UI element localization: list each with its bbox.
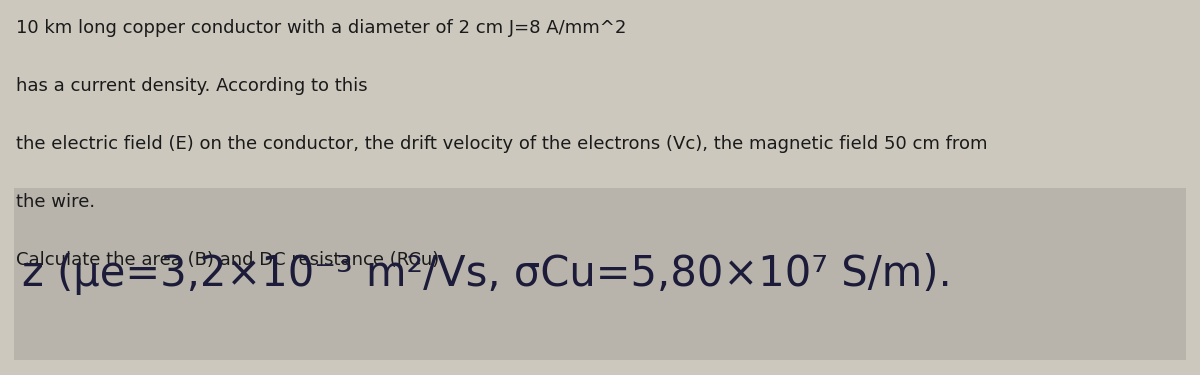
Text: 10 km long copper conductor with a diameter of 2 cm J=8 A/mm^2: 10 km long copper conductor with a diame… — [16, 19, 626, 37]
Text: the electric field (E) on the conductor, the drift velocity of the electrons (Vc: the electric field (E) on the conductor,… — [16, 135, 988, 153]
FancyBboxPatch shape — [14, 188, 1186, 360]
Text: has a current density. According to this: has a current density. According to this — [16, 77, 367, 95]
Text: z (μe=3,2×10⁻³ m²/Vs, σCu=5,80×10⁷ S/m).: z (μe=3,2×10⁻³ m²/Vs, σCu=5,80×10⁷ S/m). — [22, 253, 952, 295]
Text: the wire.: the wire. — [16, 193, 95, 211]
Text: Calculate the area (B) and DC resistance (RCu): Calculate the area (B) and DC resistance… — [16, 251, 439, 269]
